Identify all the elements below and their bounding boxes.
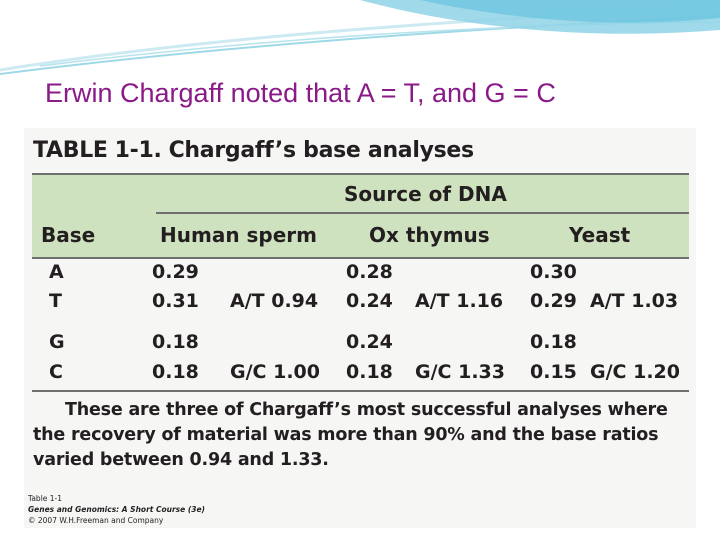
table-cell: 0.28	[346, 261, 393, 283]
base-column-header: Base	[41, 223, 96, 247]
table-cell: 0.15	[530, 361, 577, 383]
decorative-swoosh	[0, 0, 720, 75]
table-heading: TABLE 1-1. Chargaff’s base analyses	[33, 138, 474, 163]
table-cell: 0.30	[530, 261, 577, 283]
base-label: C	[49, 361, 63, 383]
table-cell: 0.29	[530, 290, 577, 312]
figure-credits: Table 1-1 Genes and Genomics: A Short Co…	[28, 493, 205, 526]
column-header-yeast: Yeast	[569, 223, 631, 247]
table-header-band	[32, 173, 689, 259]
table-label: TABLE	[33, 138, 108, 163]
gc-ratio: G/C 1.00	[230, 361, 320, 383]
table-number: 1-1.	[114, 138, 162, 163]
column-header-ox-thymus: Ox thymus	[369, 223, 490, 247]
base-label: G	[49, 331, 65, 353]
base-label: A	[49, 261, 64, 283]
credit-copyright: © 2007 W.H.Freeman and Company	[28, 516, 164, 525]
table-cell: 0.18	[346, 361, 393, 383]
table-name: Chargaff’s base analyses	[168, 138, 475, 163]
slide-title: Erwin Chargaff noted that A = T, and G =…	[45, 78, 556, 108]
at-ratio: A/T 1.03	[590, 290, 679, 312]
gc-ratio: G/C 1.33	[415, 361, 505, 383]
table-cell: 0.24	[346, 331, 393, 353]
table-cell: 0.31	[152, 290, 199, 312]
table-cell: 0.24	[346, 290, 393, 312]
at-ratio: A/T 1.16	[415, 290, 504, 312]
credit-table-ref: Table 1-1	[28, 494, 63, 503]
credit-book-title: Genes and Genomics: A Short Course (3e)	[28, 505, 205, 514]
column-header-human-sperm: Human sperm	[160, 223, 318, 247]
table-cell: 0.18	[152, 331, 199, 353]
table-cell: 0.29	[152, 261, 199, 283]
table-bottom-rule	[32, 390, 689, 392]
header-divider	[156, 212, 689, 214]
source-of-dna-header: Source of DNA	[344, 182, 507, 206]
at-ratio: A/T 0.94	[230, 290, 319, 312]
table-cell: 0.18	[152, 361, 199, 383]
base-label: T	[49, 290, 62, 312]
table-caption: These are three of Chargaff’s most succe…	[33, 400, 668, 470]
gc-ratio: G/C 1.20	[590, 361, 680, 383]
table-cell: 0.18	[530, 331, 577, 353]
